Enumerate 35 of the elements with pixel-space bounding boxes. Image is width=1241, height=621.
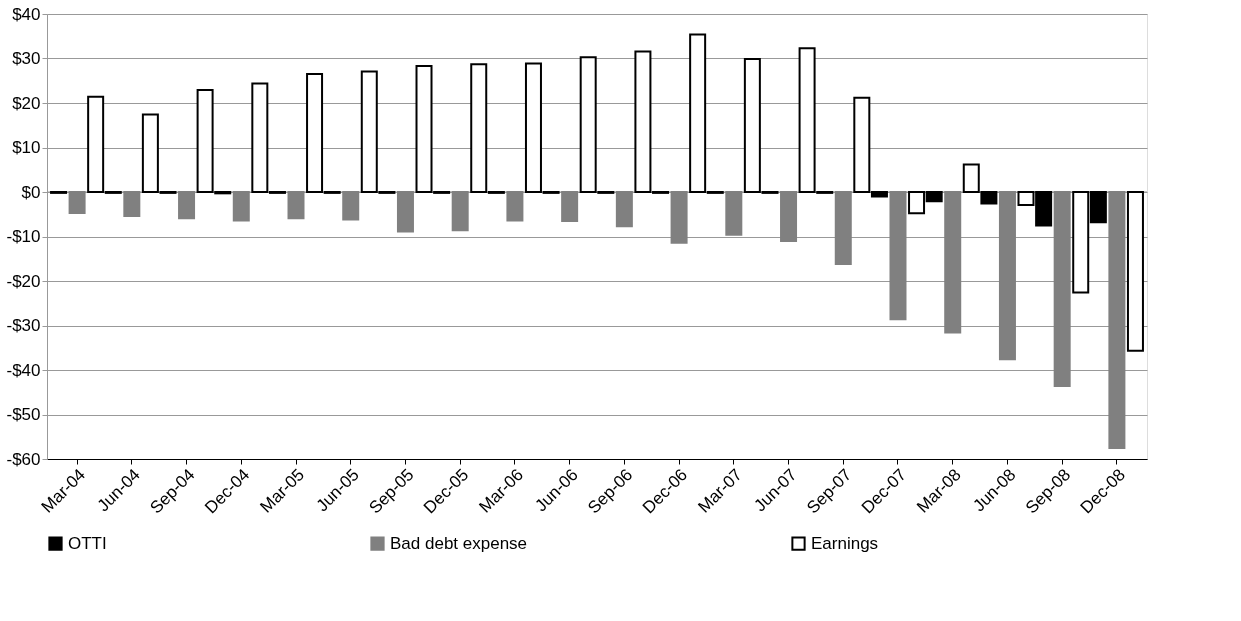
bar bbox=[123, 191, 141, 218]
y-tick-label: $40 bbox=[12, 4, 41, 24]
bar bbox=[178, 191, 196, 220]
bar bbox=[670, 191, 688, 244]
legend-label: Bad debt expense bbox=[390, 533, 528, 553]
bar bbox=[944, 191, 962, 334]
bar bbox=[889, 191, 907, 321]
bar bbox=[1053, 191, 1071, 388]
bar bbox=[834, 191, 852, 266]
bar bbox=[287, 191, 305, 220]
bar bbox=[68, 191, 86, 214]
bar bbox=[451, 191, 469, 232]
y-tick-label: -$30 bbox=[6, 316, 41, 335]
bar bbox=[506, 191, 524, 222]
bar bbox=[396, 191, 414, 233]
y-tick-label: $20 bbox=[12, 93, 41, 113]
bar bbox=[232, 191, 250, 222]
y-tick-label: $0 bbox=[21, 182, 41, 202]
bar bbox=[780, 191, 798, 242]
y-tick-label: $10 bbox=[12, 138, 41, 157]
bar bbox=[561, 191, 579, 222]
bar bbox=[342, 191, 360, 221]
bar bbox=[615, 191, 633, 228]
bar bbox=[725, 191, 743, 236]
y-tick-label: -$50 bbox=[6, 405, 41, 424]
y-tick-label: $30 bbox=[12, 49, 41, 68]
legend-label: Earnings bbox=[811, 533, 879, 553]
y-tick-label: -$40 bbox=[6, 360, 41, 380]
bar bbox=[1126, 191, 1144, 352]
legend-label: OTTI bbox=[68, 533, 107, 553]
y-tick-label: -$10 bbox=[6, 227, 41, 246]
bar bbox=[1108, 191, 1126, 449]
y-tick-label: -$60 bbox=[6, 449, 41, 469]
y-tick-label: -$20 bbox=[6, 271, 41, 291]
bar bbox=[998, 191, 1016, 361]
